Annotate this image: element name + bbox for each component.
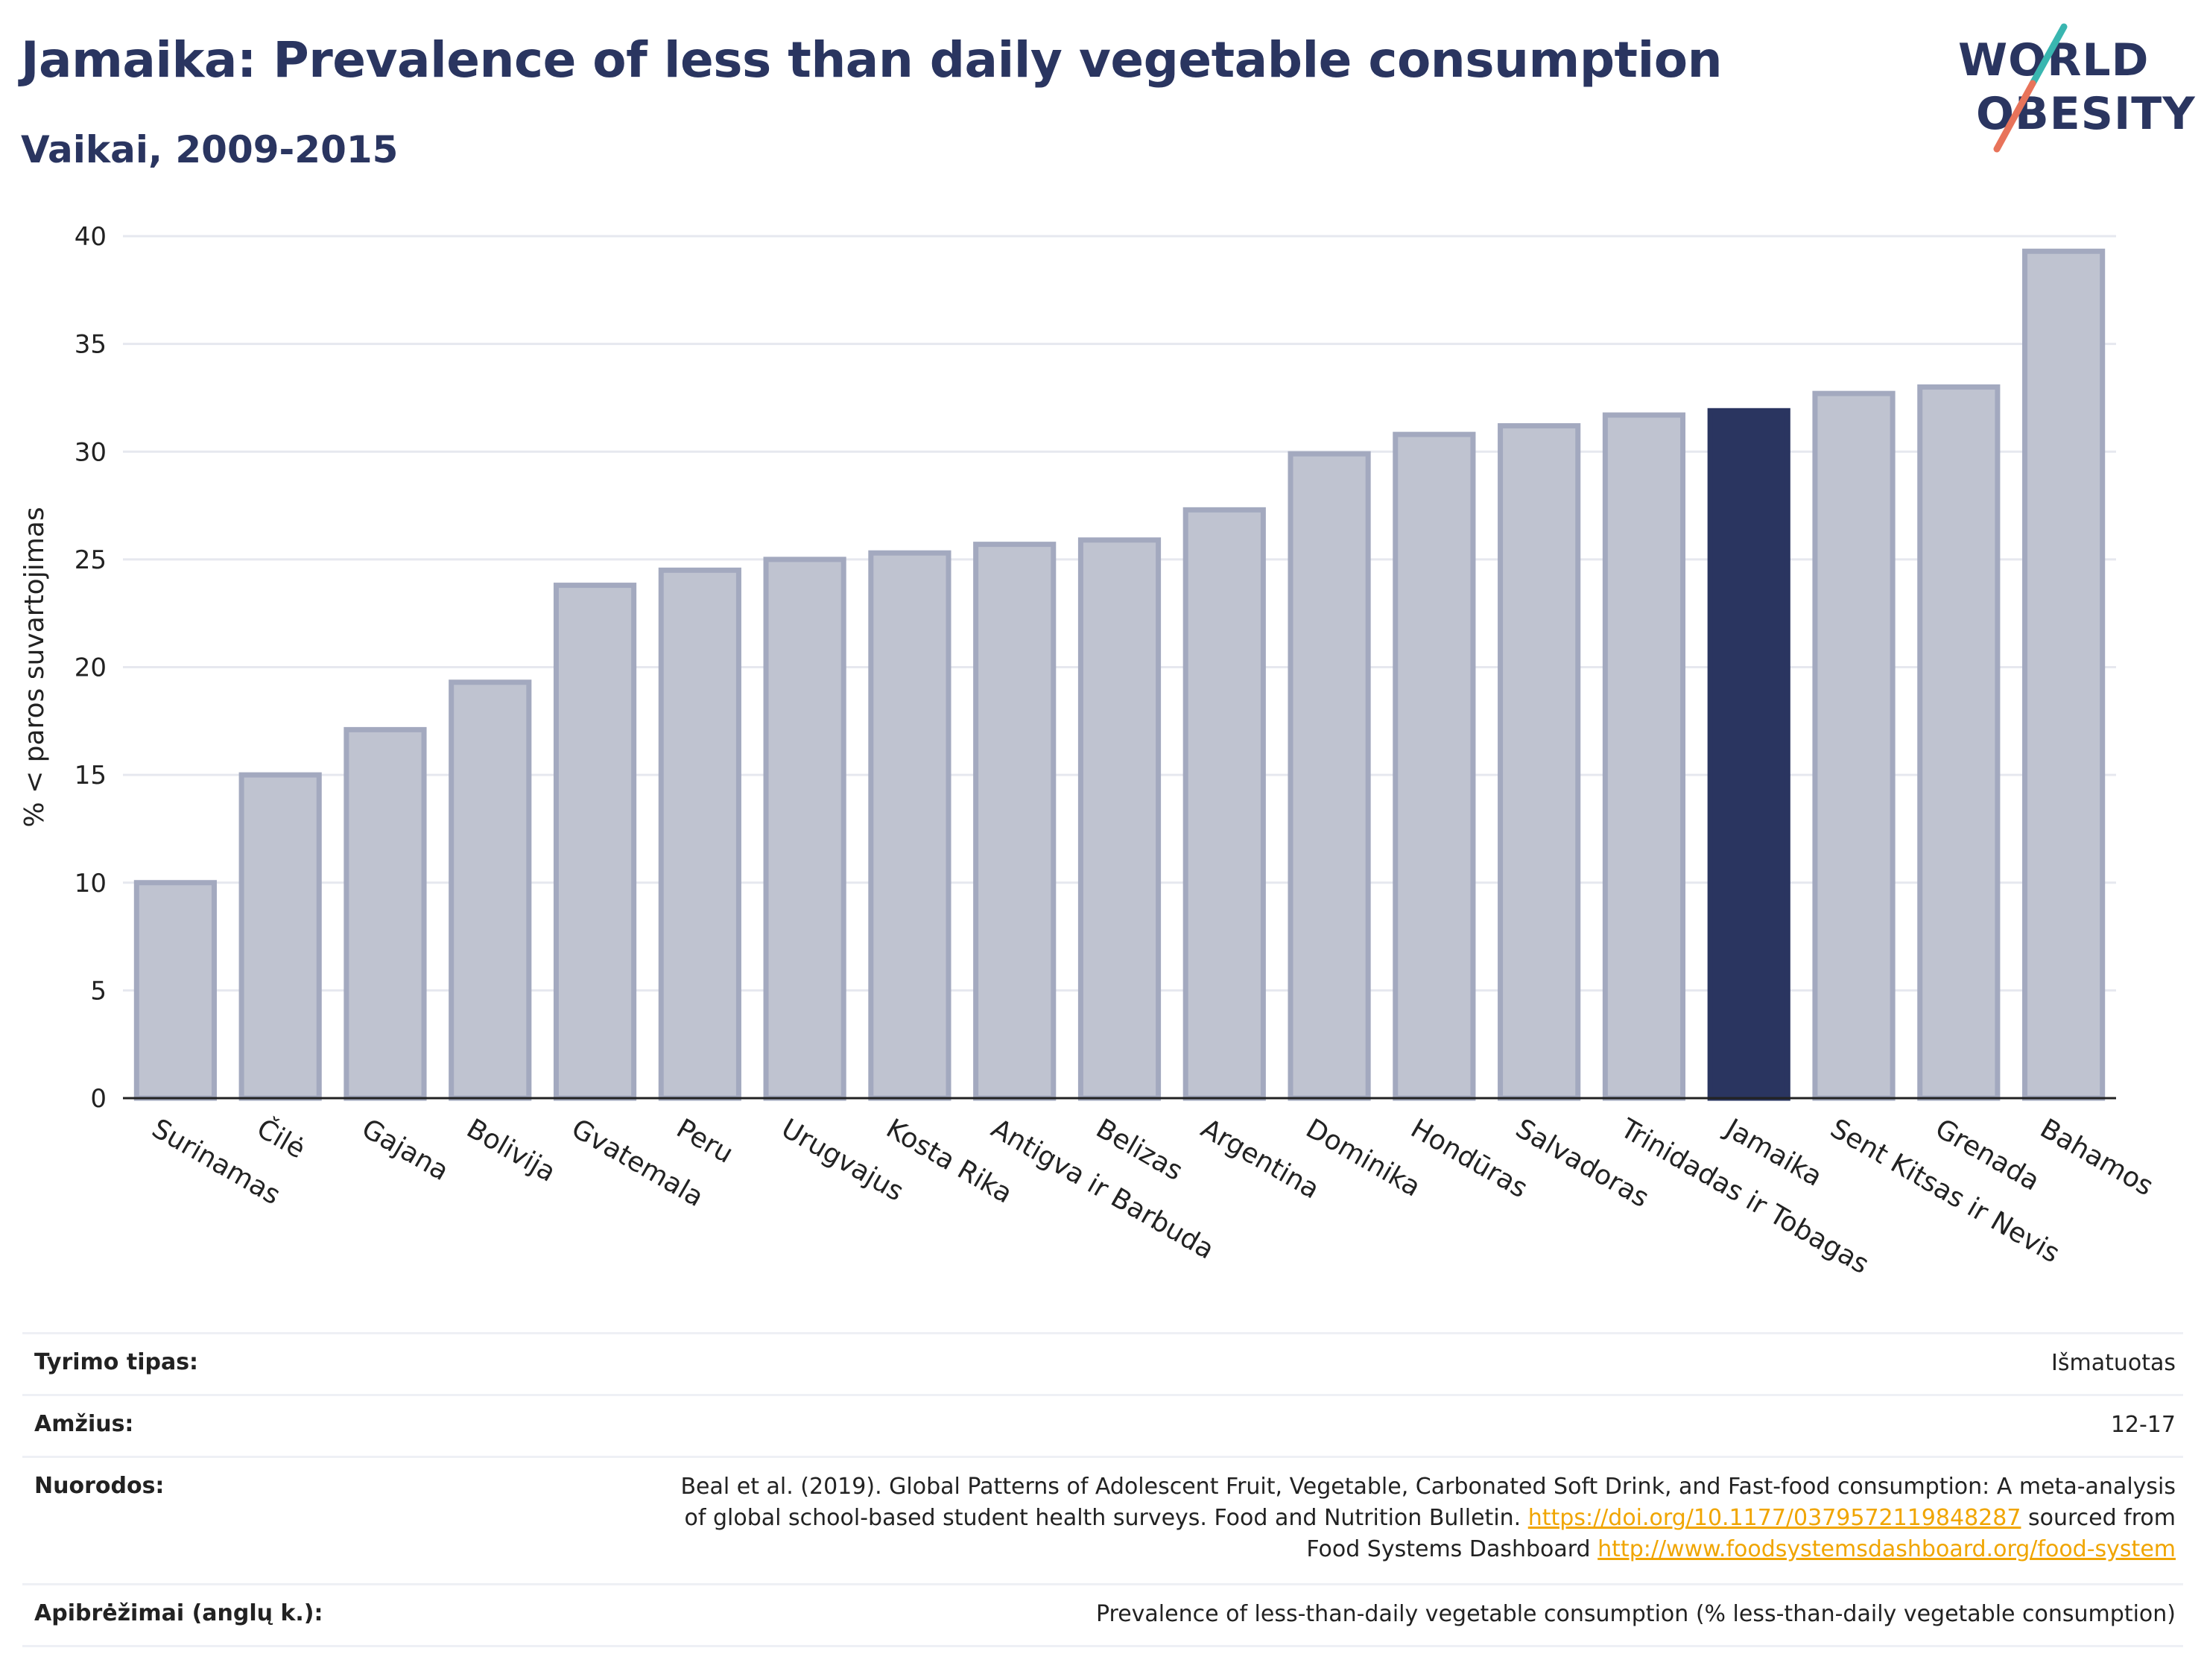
bar (133, 880, 217, 1101)
x-tick-label: Peru (671, 1113, 738, 1170)
bar (449, 679, 532, 1101)
chart-subtitle: Vaikai, 2009-2015 (21, 128, 399, 171)
bar (1707, 408, 1790, 1101)
meta-row-references: Nuorodos: Beal et al. (2019). Global Pat… (22, 1456, 2183, 1583)
reference-text: of global school-based student health su… (684, 1505, 1521, 1531)
chart-title: Jamaika: Prevalence of less than daily v… (21, 31, 1723, 89)
logo-slash-icon (1993, 23, 2068, 153)
bar (1288, 451, 1371, 1101)
meta-row-age: Amžius: 12-17 (22, 1394, 2183, 1456)
meta-label: Amžius: (34, 1411, 134, 1437)
meta-value: 12-17 (2110, 1412, 2176, 1438)
food-systems-link[interactable]: http://www.foodsystemsdashboard.org/food… (1597, 1536, 2176, 1562)
y-axis-title: % < paros suvartojimas (19, 507, 50, 827)
bar (1602, 412, 1686, 1101)
meta-row-definitions: Apibrėžimai (anglų k.): Prevalence of le… (22, 1583, 2183, 1647)
world-obesity-logo: WORLD OBESITY (1945, 22, 2195, 156)
y-tick-label: 35 (75, 330, 107, 360)
bar (1077, 537, 1162, 1101)
y-tick-label: 0 (90, 1084, 107, 1114)
bar (1917, 384, 2001, 1101)
y-tick-label: 15 (75, 761, 107, 790)
x-tick-label: Bahamos (2035, 1113, 2159, 1202)
meta-label: Apibrėžimai (anglų k.): (34, 1600, 323, 1626)
reference-source: Food Systems Dashboard (1306, 1536, 1591, 1562)
meta-label: Tyrimo tipas: (34, 1349, 199, 1375)
reference-line-1: Beal et al. (2019). Global Patterns of A… (680, 1474, 2176, 1500)
bar (1498, 423, 1581, 1101)
meta-value: Beal et al. (2019). Global Patterns of A… (680, 1471, 2176, 1565)
reference-line-3: Food Systems Dashboard http://www.foodsy… (680, 1534, 2176, 1565)
meta-value: Prevalence of less-than-daily vegetable … (1095, 1601, 2176, 1627)
x-tick-label: Argentina (1196, 1113, 1325, 1205)
meta-value: Išmatuotas (2051, 1350, 2176, 1376)
bar (1182, 507, 1266, 1101)
bar (658, 567, 741, 1101)
y-tick-label: 20 (75, 653, 107, 683)
bars (133, 248, 2106, 1101)
doi-link[interactable]: https://doi.org/10.1177/0379572119848287 (1527, 1505, 2021, 1531)
x-tick-label: Dominika (1301, 1113, 1426, 1202)
bar (343, 726, 427, 1101)
meta-label: Nuorodos: (34, 1473, 165, 1499)
bar (238, 772, 322, 1101)
y-tick-label: 10 (75, 869, 107, 898)
y-tick-label: 40 (75, 222, 107, 252)
reference-line-2: of global school-based student health su… (680, 1503, 2176, 1534)
bar (1393, 431, 1476, 1101)
x-tick-label: Čilė (252, 1112, 311, 1164)
y-tick-label: 30 (75, 437, 107, 467)
x-tick-label: Bolivija (461, 1113, 560, 1188)
bar (2022, 248, 2106, 1101)
x-tick-label: Hondūras (1405, 1113, 1532, 1204)
y-tick-label: 5 (90, 976, 107, 1006)
bar (763, 557, 846, 1101)
bar (1812, 390, 1896, 1101)
meta-row-study-type: Tyrimo tipas: Išmatuotas (22, 1332, 2183, 1394)
y-tick-label: 25 (75, 545, 107, 575)
bar (973, 542, 1057, 1101)
x-tick-label: Gajana (356, 1113, 453, 1187)
reference-tail: sourced from (2027, 1505, 2176, 1531)
bar (868, 550, 951, 1101)
bar (553, 583, 637, 1101)
metadata-table: Tyrimo tipas: Išmatuotas Amžius: 12-17 N… (22, 1332, 2183, 1647)
